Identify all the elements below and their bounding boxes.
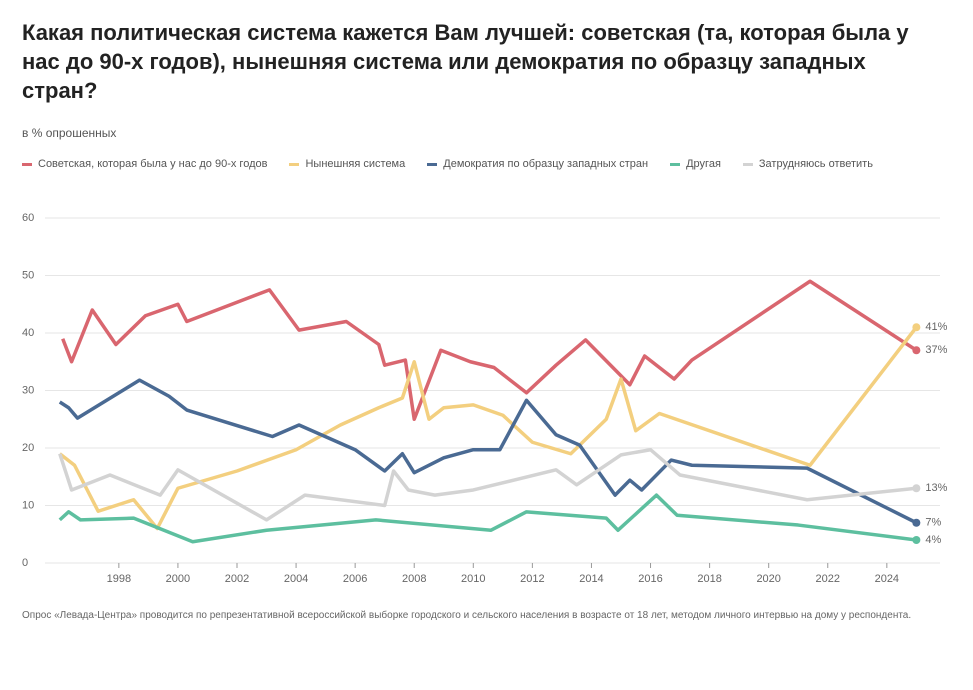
legend-swatch <box>289 162 300 166</box>
legend-item: Демократия по образцу западных стран <box>427 158 648 170</box>
legend-label: Нынешняя система <box>305 158 406 170</box>
x-tick-label: 2020 <box>756 573 780 585</box>
x-tick-label: 2022 <box>816 573 840 585</box>
legend-label: Затрудняюсь ответить <box>758 158 873 170</box>
x-tick-label: 2000 <box>166 573 190 585</box>
end-point <box>912 484 921 493</box>
end-point <box>912 536 921 544</box>
chart-title: Какая политическая система кажется Вам л… <box>22 20 909 103</box>
x-tick-label: 2004 <box>284 573 308 585</box>
y-tick-label: 10 <box>22 499 34 511</box>
series-line <box>58 447 917 522</box>
x-tick-label: 2008 <box>402 573 426 585</box>
end-point <box>912 346 921 355</box>
series-line <box>58 493 917 544</box>
value-label: 13% <box>925 482 947 494</box>
legend-swatch <box>670 162 681 166</box>
legend-swatch <box>742 162 753 166</box>
end-point <box>912 323 921 332</box>
x-tick-label: 2024 <box>875 573 899 585</box>
chart-subtitle: в % опрошенных <box>22 126 117 140</box>
y-tick-label: 20 <box>22 442 34 454</box>
chart-note: Опрос «Левада-Центра» проводится по репр… <box>22 610 912 621</box>
legend-item: Затрудняюсь ответить <box>742 158 873 170</box>
value-label: 37% <box>925 344 947 356</box>
y-tick-label: 50 <box>22 269 34 281</box>
x-tick-label: 1998 <box>107 573 131 585</box>
end-point <box>912 518 921 527</box>
y-tick-label: 30 <box>22 384 34 396</box>
x-tick-label: 2012 <box>520 573 544 585</box>
legend-label: Другая <box>686 158 721 170</box>
legend-label: Советская, которая была у нас до 90-х го… <box>38 158 268 170</box>
series-line <box>58 326 918 531</box>
y-tick-label: 40 <box>22 327 34 339</box>
legend-item: Советская, которая была у нас до 90-х го… <box>22 158 267 170</box>
legend-item: Нынешняя система <box>289 158 405 170</box>
x-tick-label: 2016 <box>638 573 662 585</box>
x-tick-label: 2010 <box>461 573 485 585</box>
y-tick-label: 0 <box>22 557 28 569</box>
x-tick-label: 2002 <box>225 573 249 585</box>
legend-swatch <box>427 162 438 166</box>
legend-item: Другая <box>670 158 721 170</box>
x-tick-label: 2006 <box>343 573 367 585</box>
legend-label: Демократия по образцу западных стран <box>443 158 649 170</box>
series-line <box>61 279 918 421</box>
value-label: 41% <box>925 321 947 333</box>
value-label: 7% <box>925 517 941 529</box>
value-label: 4% <box>925 534 941 546</box>
legend-swatch <box>22 162 32 166</box>
x-tick-label: 2018 <box>697 573 721 585</box>
series-line <box>58 378 918 525</box>
y-tick-label: 60 <box>22 212 34 224</box>
x-tick-label: 2014 <box>579 573 603 585</box>
legend: Советская, которая была у нас до 90-х го… <box>22 158 942 180</box>
